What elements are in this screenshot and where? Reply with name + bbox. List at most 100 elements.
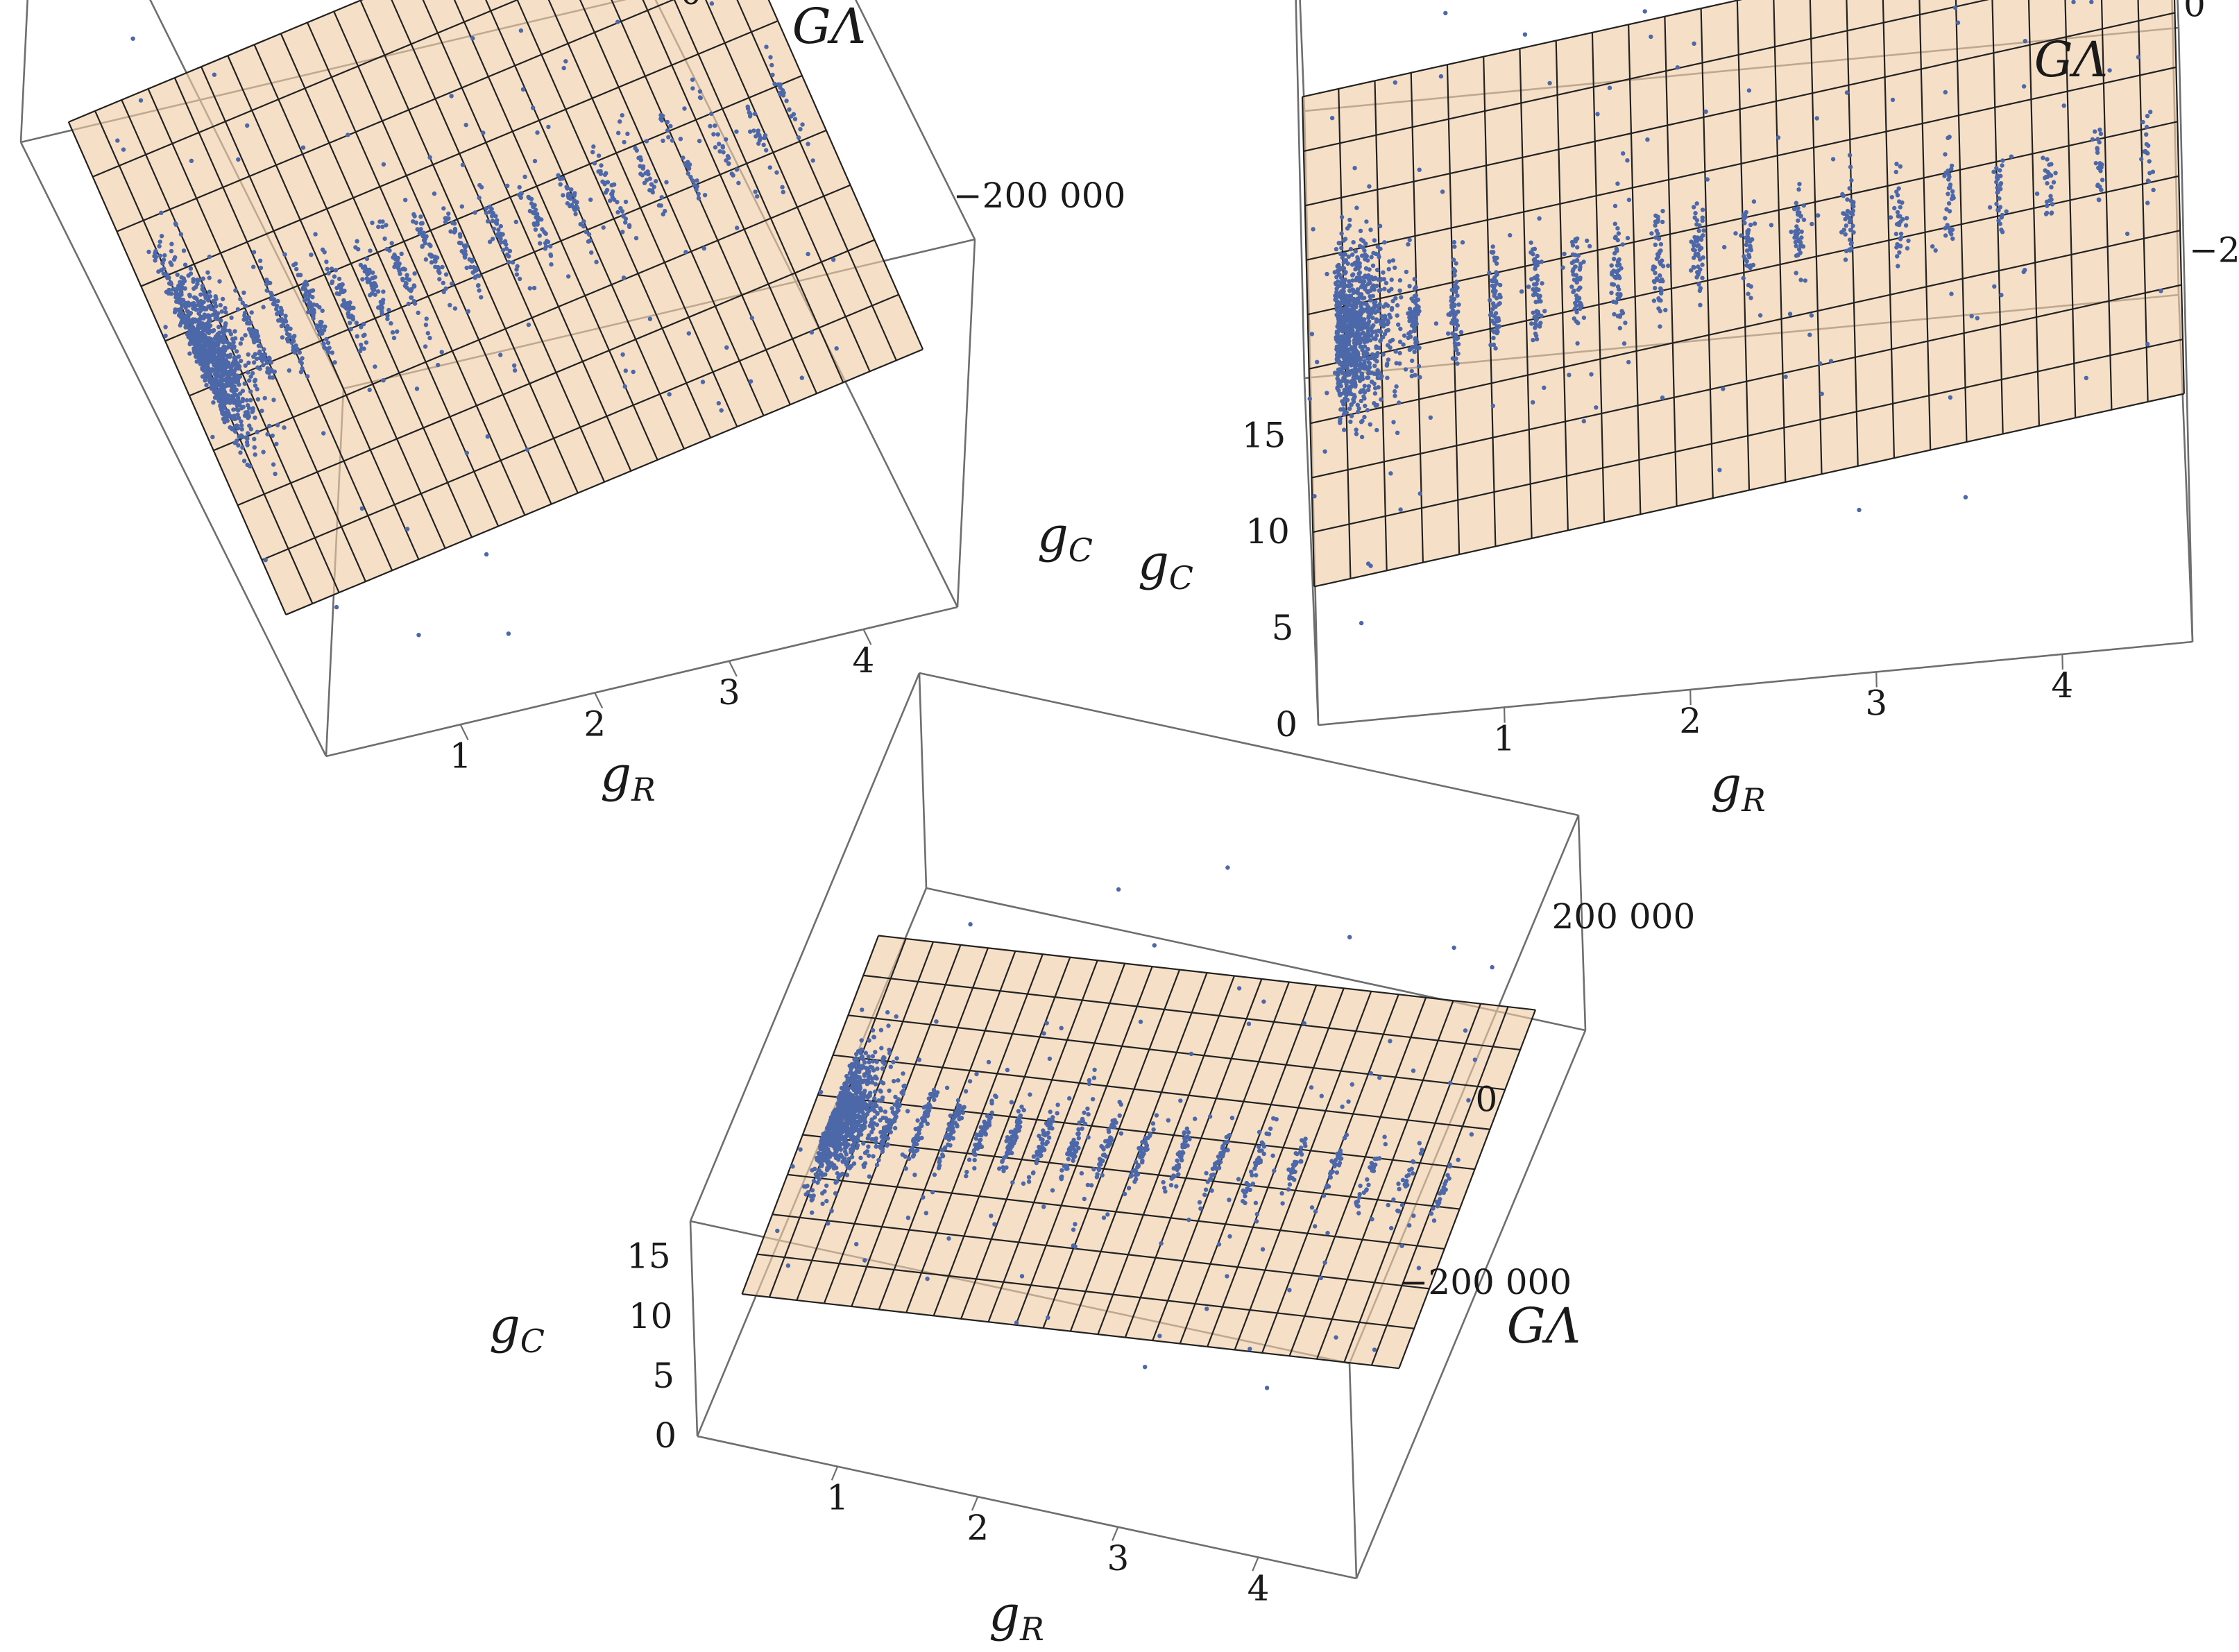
data-point bbox=[2051, 180, 2057, 185]
data-point bbox=[289, 340, 294, 346]
data-point bbox=[2096, 165, 2101, 171]
mesh-line bbox=[261, 293, 899, 561]
data-point bbox=[2045, 203, 2050, 208]
data-point bbox=[415, 227, 420, 232]
data-point bbox=[284, 337, 290, 341]
data-point bbox=[1905, 216, 1909, 221]
data-point bbox=[196, 299, 201, 305]
data-point bbox=[548, 244, 553, 249]
data-point bbox=[1744, 242, 1749, 248]
data-point bbox=[1656, 236, 1661, 241]
mesh-line bbox=[642, 0, 818, 394]
data-point bbox=[283, 314, 288, 318]
data-point bbox=[964, 1169, 969, 1175]
data-point bbox=[1372, 364, 1377, 368]
data-point bbox=[206, 298, 211, 303]
data-point bbox=[1896, 264, 1900, 269]
data-point bbox=[1385, 375, 1390, 380]
data-point bbox=[894, 1014, 899, 1019]
data-point bbox=[697, 95, 703, 100]
data-point bbox=[572, 198, 577, 203]
data-point bbox=[213, 361, 219, 366]
data-point bbox=[250, 408, 255, 414]
z-tick-label: 0 bbox=[680, 0, 702, 12]
data-point bbox=[198, 292, 203, 297]
data-point bbox=[251, 264, 256, 269]
data-point bbox=[213, 389, 218, 393]
data-point bbox=[1575, 236, 1580, 241]
data-point bbox=[1368, 294, 1372, 299]
data-point bbox=[1657, 249, 1662, 254]
data-point bbox=[887, 1050, 892, 1056]
data-point bbox=[1359, 326, 1365, 332]
data-point bbox=[1794, 244, 1798, 248]
data-point bbox=[234, 380, 239, 384]
data-point bbox=[1814, 116, 1819, 121]
data-point bbox=[926, 1096, 932, 1101]
mesh-line bbox=[2064, 0, 2077, 418]
data-point bbox=[212, 300, 218, 305]
data-point bbox=[977, 1132, 982, 1138]
data-point bbox=[1362, 390, 1368, 395]
data-point bbox=[1393, 389, 1397, 394]
data-point bbox=[809, 330, 815, 335]
data-point bbox=[1893, 231, 1899, 237]
data-point bbox=[507, 248, 513, 253]
data-point bbox=[223, 309, 228, 315]
data-point bbox=[1359, 388, 1364, 393]
data-point bbox=[1810, 221, 1814, 227]
data-point bbox=[1452, 273, 1457, 278]
data-point bbox=[219, 309, 224, 314]
data-point bbox=[1350, 360, 1355, 365]
data-point bbox=[239, 419, 244, 424]
data-point bbox=[888, 1064, 894, 1069]
data-point bbox=[1347, 314, 1353, 320]
data-point bbox=[460, 162, 466, 167]
data-point bbox=[601, 225, 606, 230]
data-point bbox=[258, 265, 264, 271]
data-point bbox=[633, 146, 638, 151]
data-point bbox=[1695, 235, 1700, 240]
data-point bbox=[486, 219, 491, 224]
data-point bbox=[268, 280, 273, 286]
data-point bbox=[696, 196, 701, 201]
data-point bbox=[1381, 352, 1386, 357]
data-point bbox=[1851, 204, 1856, 209]
data-point bbox=[306, 309, 311, 314]
data-point bbox=[610, 195, 615, 200]
data-point bbox=[1361, 330, 1366, 335]
data-point bbox=[1743, 257, 1748, 262]
data-point bbox=[211, 400, 216, 405]
data-point bbox=[678, 137, 683, 142]
data-point bbox=[1368, 228, 1373, 232]
data-point bbox=[1649, 34, 1653, 40]
data-point bbox=[520, 87, 526, 92]
data-point bbox=[859, 1038, 864, 1043]
data-point bbox=[873, 1089, 878, 1094]
data-point bbox=[1952, 5, 1958, 10]
data-point bbox=[1413, 373, 1418, 377]
data-point bbox=[721, 150, 726, 155]
data-point bbox=[187, 328, 192, 334]
data-point bbox=[1572, 316, 1576, 321]
data-point bbox=[1343, 252, 1348, 257]
data-point bbox=[1010, 1130, 1014, 1134]
data-point bbox=[1943, 216, 1948, 221]
data-point bbox=[251, 360, 257, 365]
data-point bbox=[859, 1116, 865, 1121]
data-point bbox=[271, 462, 276, 467]
data-point bbox=[2041, 155, 2045, 160]
data-point bbox=[292, 334, 297, 339]
data-point bbox=[824, 1198, 829, 1204]
data-point bbox=[840, 1116, 844, 1121]
data-point bbox=[1987, 205, 1993, 210]
data-point bbox=[1041, 1132, 1046, 1137]
data-point bbox=[810, 1188, 815, 1193]
data-point bbox=[210, 434, 215, 440]
data-point bbox=[1454, 348, 1459, 352]
data-point bbox=[1379, 397, 1384, 402]
data-point bbox=[834, 1128, 839, 1134]
data-point bbox=[448, 229, 453, 234]
data-point bbox=[2144, 132, 2149, 137]
data-point bbox=[243, 410, 248, 415]
